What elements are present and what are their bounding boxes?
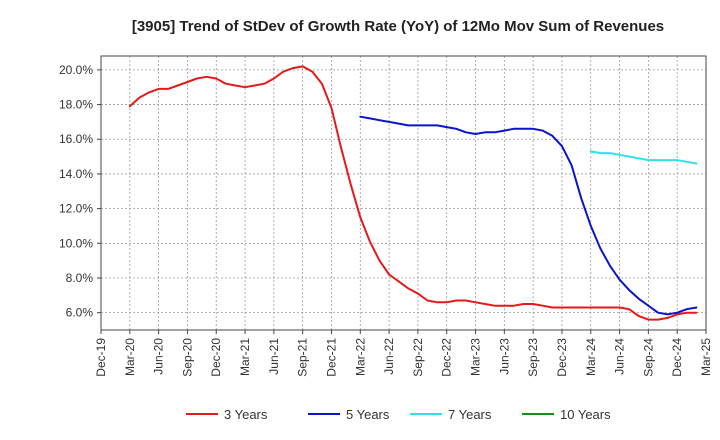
y-tick-label: 8.0% bbox=[66, 271, 94, 285]
legend: 3 Years 5 Years 7 Years 10 Years bbox=[186, 407, 611, 422]
x-tick-label: Dec-24 bbox=[670, 338, 684, 377]
series-line-3-years bbox=[128, 65, 698, 321]
x-tick-label: Dec-23 bbox=[555, 338, 569, 377]
x-tick-label: Dec-21 bbox=[324, 338, 338, 377]
x-tick-label: Jun-21 bbox=[267, 338, 281, 375]
series-layer bbox=[128, 65, 698, 321]
x-tick-label: Jun-24 bbox=[613, 338, 627, 375]
x-tick-label: Mar-25 bbox=[699, 338, 713, 376]
x-tick-label: Jun-22 bbox=[382, 338, 396, 375]
plot-frame bbox=[100, 55, 707, 331]
series-line-5-years bbox=[359, 115, 698, 316]
y-tick-label: 6.0% bbox=[66, 306, 94, 320]
y-tick-label: 12.0% bbox=[59, 202, 93, 216]
x-tick-label: Mar-20 bbox=[123, 338, 137, 376]
chart-title: [3905] Trend of StDev of Growth Rate (Yo… bbox=[132, 18, 664, 35]
x-tick-label: Sep-23 bbox=[526, 338, 540, 377]
y-tick-label: 16.0% bbox=[59, 132, 93, 146]
x-tick-label: Sep-22 bbox=[411, 338, 425, 377]
x-tick-label: Dec-22 bbox=[440, 338, 454, 377]
x-tick-label: Mar-21 bbox=[238, 338, 252, 376]
x-tick-label: Sep-24 bbox=[641, 338, 655, 377]
x-tick-label: Sep-21 bbox=[296, 338, 310, 377]
x-tick-label: Mar-24 bbox=[584, 338, 598, 376]
y-tick-label: 20.0% bbox=[59, 63, 93, 77]
y-tick-label: 10.0% bbox=[59, 236, 93, 250]
legend-label-7-years: 7 Years bbox=[448, 407, 492, 422]
x-tick-label: Mar-23 bbox=[469, 338, 483, 376]
legend-label-3-years: 3 Years bbox=[224, 407, 268, 422]
x-tick-label: Jun-23 bbox=[497, 338, 511, 375]
legend-label-5-years: 5 Years bbox=[346, 407, 390, 422]
y-tick-label: 14.0% bbox=[59, 167, 93, 181]
legend-label-10-years: 10 Years bbox=[560, 407, 611, 422]
x-tick-label: Sep-20 bbox=[180, 338, 194, 377]
x-tick-label: Mar-22 bbox=[353, 338, 367, 376]
y-tick-label: 18.0% bbox=[59, 98, 93, 112]
grid-layer bbox=[101, 56, 706, 330]
x-tick-label: Dec-19 bbox=[94, 338, 108, 377]
series-line-7-years bbox=[589, 150, 698, 165]
x-tick-label: Jun-20 bbox=[152, 338, 166, 375]
x-tick-label: Dec-20 bbox=[209, 338, 223, 377]
axis-layer: 6.0% 8.0% 10.0% 12.0% 14.0% 16.0% 18.0% 20.0% De… bbox=[59, 55, 713, 377]
